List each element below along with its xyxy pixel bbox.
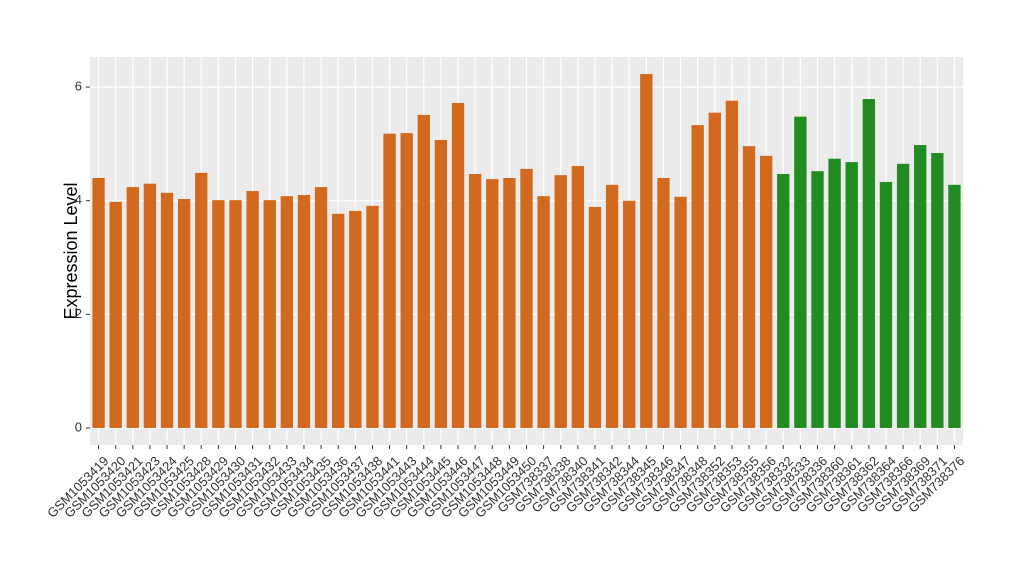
bar bbox=[554, 175, 567, 428]
bar bbox=[451, 103, 465, 428]
bar bbox=[143, 183, 157, 428]
bar bbox=[417, 114, 430, 428]
bar bbox=[845, 162, 858, 428]
bar bbox=[742, 146, 756, 428]
bar bbox=[126, 187, 139, 428]
bar bbox=[280, 196, 294, 428]
bar bbox=[571, 166, 585, 428]
bar bbox=[297, 195, 311, 428]
bar bbox=[229, 200, 242, 428]
bar bbox=[177, 199, 191, 428]
y-axis-label: Expression Level bbox=[61, 182, 81, 319]
y-tick-label: 0 bbox=[75, 419, 82, 434]
bar bbox=[160, 192, 174, 428]
bar bbox=[366, 205, 379, 428]
bar bbox=[896, 163, 910, 428]
bar bbox=[828, 158, 841, 428]
bar bbox=[434, 139, 448, 428]
bar bbox=[691, 125, 704, 428]
y-tick-label: 6 bbox=[75, 79, 82, 94]
bar bbox=[725, 100, 739, 428]
bar bbox=[623, 200, 636, 428]
bar bbox=[605, 184, 619, 428]
bar bbox=[503, 178, 516, 428]
bar bbox=[468, 174, 482, 428]
bar bbox=[400, 133, 413, 428]
bar bbox=[109, 201, 122, 428]
bar bbox=[794, 116, 807, 428]
bar bbox=[708, 112, 721, 428]
y-tick-label: 2 bbox=[75, 306, 82, 321]
bar bbox=[212, 200, 225, 428]
bar bbox=[862, 99, 876, 428]
bar bbox=[195, 172, 208, 428]
bar bbox=[640, 74, 653, 428]
y-tick-label: 4 bbox=[75, 192, 82, 207]
bar bbox=[811, 171, 824, 428]
bar bbox=[332, 213, 345, 428]
bar bbox=[674, 196, 687, 428]
bar bbox=[246, 191, 259, 428]
bar bbox=[879, 181, 893, 428]
bar bbox=[777, 174, 790, 428]
bar bbox=[383, 133, 396, 428]
bar bbox=[914, 145, 927, 428]
bar bbox=[520, 168, 533, 428]
bar bbox=[314, 187, 328, 428]
bar bbox=[657, 178, 670, 428]
bar bbox=[931, 153, 944, 428]
bar bbox=[948, 184, 961, 428]
bar bbox=[588, 206, 602, 428]
bar bbox=[486, 179, 499, 428]
bar bbox=[263, 200, 276, 428]
bar bbox=[537, 196, 550, 428]
bar bbox=[92, 178, 105, 428]
bar bbox=[349, 210, 362, 428]
bar bbox=[759, 155, 773, 428]
